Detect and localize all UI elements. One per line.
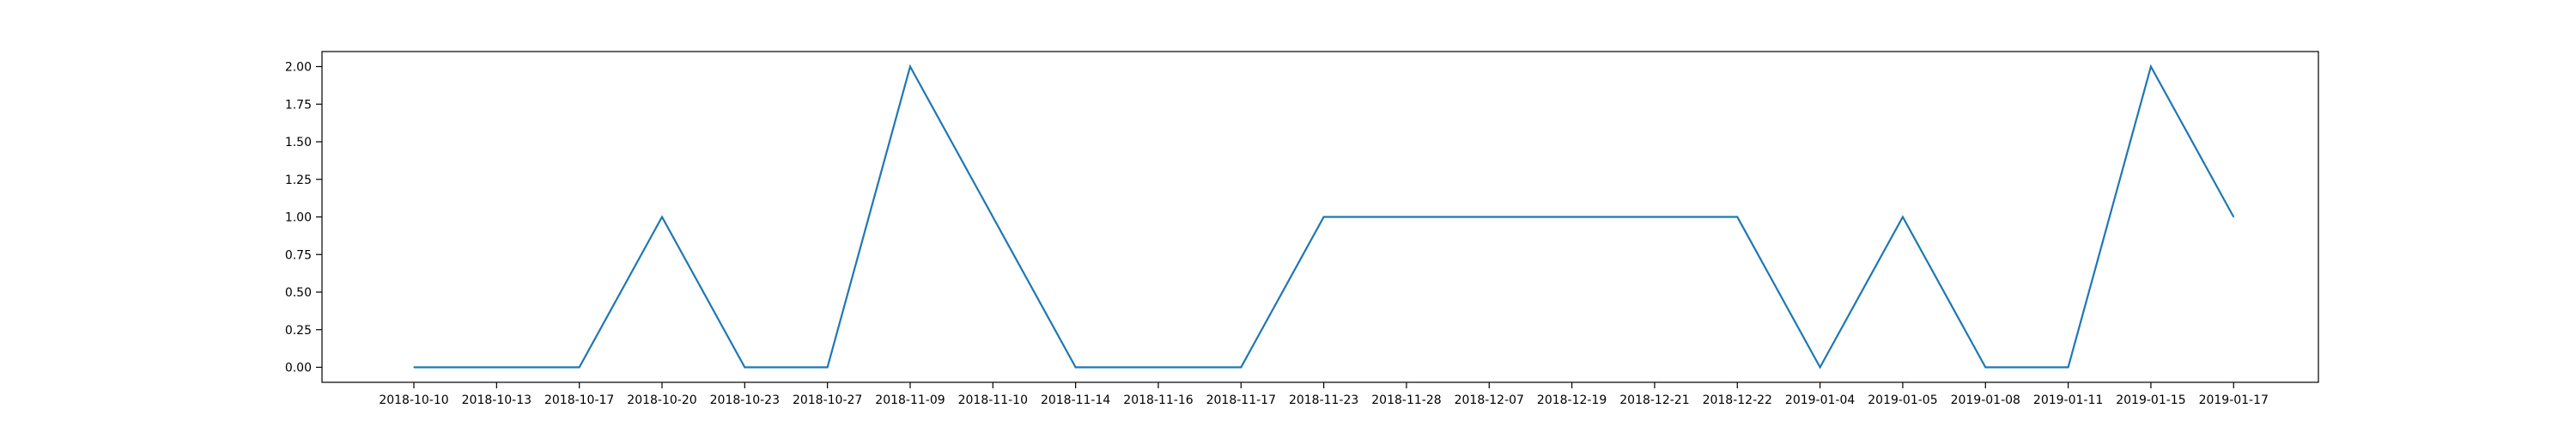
data-point xyxy=(827,366,829,369)
y-tick-label: 2.00 xyxy=(285,61,312,75)
x-tick-label: 2018-10-23 xyxy=(710,393,780,407)
data-point xyxy=(579,366,580,369)
x-tick-label: 2018-10-20 xyxy=(627,393,696,407)
x-tick-label: 2019-01-08 xyxy=(1951,393,2020,407)
x-axis: 2018-10-10 2018-10-13 2018-10-17 2018-10-20… xyxy=(379,382,2269,407)
data-point xyxy=(744,366,745,369)
x-tick-label: 2019-01-11 xyxy=(2033,393,2103,407)
x-tick-label: 2018-10-13 xyxy=(462,393,532,407)
data-point xyxy=(1902,216,1904,218)
x-tick-label: 2019-01-04 xyxy=(1785,393,1855,407)
data-point xyxy=(1488,216,1490,218)
data-point xyxy=(495,366,497,369)
x-tick-label: 2018-11-10 xyxy=(958,393,1028,407)
x-tick-label: 2018-11-14 xyxy=(1041,393,1110,407)
data-point xyxy=(1323,216,1325,218)
data-point xyxy=(661,216,663,218)
x-tick-label: 2018-12-07 xyxy=(1455,393,1524,407)
x-tick-label: 2018-11-23 xyxy=(1289,393,1358,407)
data-point xyxy=(1571,216,1573,218)
data-point xyxy=(2233,216,2234,218)
data-point xyxy=(1075,366,1077,369)
x-tick-label: 2019-01-05 xyxy=(1868,393,1937,407)
x-tick-label: 2018-10-27 xyxy=(793,393,862,407)
data-point xyxy=(1654,216,1656,218)
y-tick-label: 0.75 xyxy=(285,248,312,262)
y-tick-label: 0.00 xyxy=(285,362,312,375)
x-tick-label: 2018-12-19 xyxy=(1537,393,1607,407)
x-tick-label: 2019-01-17 xyxy=(2199,393,2269,407)
x-tick-label: 2018-10-10 xyxy=(379,393,448,407)
y-tick-label: 1.50 xyxy=(285,136,312,149)
x-tick-label: 2018-11-28 xyxy=(1371,393,1441,407)
plot-area xyxy=(321,51,2319,383)
x-tick-label: 2018-12-21 xyxy=(1619,393,1689,407)
x-tick-label: 2019-01-15 xyxy=(2116,393,2185,407)
x-tick-label: 2018-11-09 xyxy=(875,393,945,407)
y-tick-label: 1.00 xyxy=(285,211,312,225)
data-point xyxy=(1984,366,1986,369)
x-tick-label: 2018-11-17 xyxy=(1206,393,1276,407)
y-axis: 0.00 0.25 0.50 0.75 1.00 1.25 1.50 1.75 2.00 xyxy=(285,61,322,375)
data-point xyxy=(1157,366,1159,369)
y-tick-label: 1.75 xyxy=(285,98,312,112)
data-point xyxy=(2150,65,2152,68)
y-tick-label: 0.25 xyxy=(285,324,312,338)
data-point xyxy=(909,65,911,68)
data-point xyxy=(2068,366,2069,369)
y-tick-label: 0.50 xyxy=(285,286,312,300)
series-layer xyxy=(413,64,2235,369)
x-tick-label: 2018-10-17 xyxy=(544,393,614,407)
data-point xyxy=(1736,216,1738,218)
data-point xyxy=(413,366,415,369)
x-tick-label: 2018-11-16 xyxy=(1123,393,1193,407)
data-point xyxy=(1240,366,1242,369)
y-tick-label: 1.25 xyxy=(285,174,312,187)
x-tick-label: 2018-12-22 xyxy=(1703,393,1772,407)
